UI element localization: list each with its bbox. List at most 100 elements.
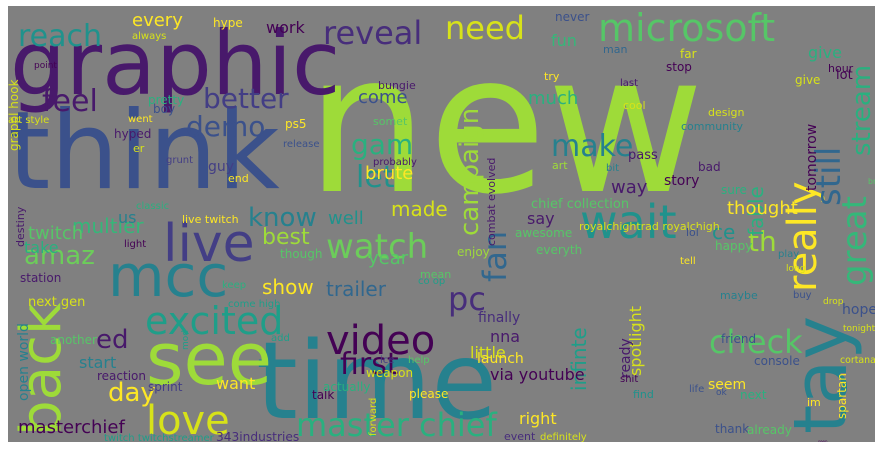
word-wait: wait: [580, 195, 677, 249]
word-enjoy: enjoy: [457, 245, 490, 259]
word-love: love: [146, 398, 230, 442]
word-classic: classic: [136, 201, 169, 212]
word-little: little: [470, 343, 506, 362]
word-art: art: [552, 159, 568, 172]
word-infinte: infinte: [567, 327, 591, 391]
word-next: next: [740, 388, 767, 402]
word-made: made: [391, 197, 448, 221]
word-campaign: campaign: [455, 108, 485, 236]
word-im: im: [807, 396, 821, 409]
word-ice: ice: [380, 355, 394, 366]
word-give: give: [795, 73, 820, 87]
word-year: year: [368, 248, 409, 269]
word-via-youtube: via youtube: [490, 365, 585, 384]
word-console: console: [754, 354, 800, 368]
word-bungie: bungie: [378, 79, 416, 92]
word-first: first: [340, 347, 399, 382]
word-seen: seen: [818, 439, 828, 442]
word-see: see: [146, 317, 272, 401]
word-end: end: [228, 172, 249, 185]
word-excited: excited: [145, 299, 283, 343]
word-fable: fable: [744, 186, 768, 236]
word-actually: actually: [323, 380, 370, 394]
word-every: every: [132, 10, 183, 31]
word-please: please: [409, 387, 448, 401]
word-somet: somet: [373, 115, 408, 128]
word-graphic: graphic: [10, 12, 340, 115]
word-guy: guy: [208, 159, 234, 175]
word-though: though: [280, 247, 322, 261]
word-last: last: [620, 78, 638, 89]
word-fan: fan: [476, 231, 514, 282]
word-reaction: reaction: [97, 369, 146, 383]
word-cortana: cortana: [840, 355, 875, 366]
word-say: say: [527, 209, 555, 228]
word-add: add: [271, 333, 290, 344]
word-make: make: [551, 129, 633, 164]
word-royalchightrad-royalchigh: royalchightrad royalchigh: [579, 220, 720, 233]
word-drop: drop: [823, 297, 844, 307]
word-chief-collection: chief collection: [531, 197, 629, 212]
word-take: take: [24, 238, 59, 257]
word-station: station: [20, 271, 61, 285]
word-long: long: [786, 264, 805, 274]
word-great: great: [835, 196, 875, 286]
word-tonight: tonight: [843, 324, 875, 334]
word-light: light: [124, 239, 146, 250]
word-thank: thank: [715, 422, 749, 436]
word-help: help: [408, 355, 430, 366]
word-boy: boy: [153, 102, 175, 116]
word-bad: bad: [698, 160, 721, 174]
word-community: community: [681, 120, 744, 133]
word-grunt: grunt: [166, 155, 193, 166]
word-want: want: [216, 374, 255, 393]
word-sprint: sprint: [148, 380, 183, 394]
word-multier: multier: [72, 214, 144, 238]
word-live-twitch: live twitch: [182, 213, 239, 226]
word-friend: friend: [721, 332, 756, 346]
word-live: live: [163, 214, 255, 274]
word-hope: hope: [842, 302, 875, 318]
word-brute: brute: [365, 163, 413, 184]
word-launch: launch: [477, 351, 524, 367]
word-really: really: [780, 181, 826, 292]
word-still: still: [809, 147, 849, 206]
word-next-gen: next gen: [28, 295, 85, 310]
word-shit: shit: [620, 374, 638, 385]
word-talk: talk: [312, 388, 334, 402]
word-need: need: [445, 9, 525, 47]
word-another: another: [50, 333, 97, 347]
word-life: life: [689, 384, 704, 395]
word-find: find: [633, 388, 654, 401]
word-fun: fun: [551, 31, 577, 50]
word-pass: pass: [628, 148, 658, 163]
word-trailer: trailer: [326, 277, 387, 301]
word-seem: seem: [708, 377, 746, 393]
word-release: release: [283, 139, 319, 150]
word-best: best: [262, 225, 310, 250]
word-sure: sure: [721, 183, 747, 197]
word-give: give: [808, 43, 842, 62]
word-cloud: new time think graphic see back master chief lo…: [8, 6, 875, 442]
word-twitch: twitch: [28, 223, 83, 244]
word-let: let: [356, 160, 395, 195]
word-show: show: [262, 275, 314, 299]
word-story: story: [664, 173, 699, 189]
word-definitely: definitely: [540, 432, 587, 442]
word-stream: stream: [847, 65, 875, 156]
word-masterchief: masterchief: [18, 417, 125, 438]
word-mean: mean: [420, 268, 451, 281]
word-way: way: [611, 177, 648, 198]
word-mcc: mcc: [108, 242, 228, 310]
word-play: play: [778, 249, 799, 260]
word-back: back: [9, 302, 74, 436]
word-come-high: come high: [228, 299, 281, 310]
word-finally: finally: [478, 310, 520, 326]
word-event: event: [504, 430, 536, 442]
word-gam: gam: [351, 128, 413, 161]
word-tay: tay: [778, 316, 864, 434]
word-master-chief: master chief: [296, 406, 497, 442]
word-lot: lot: [836, 68, 853, 83]
word-well: well: [328, 208, 364, 229]
word-tell: tell: [680, 256, 696, 267]
